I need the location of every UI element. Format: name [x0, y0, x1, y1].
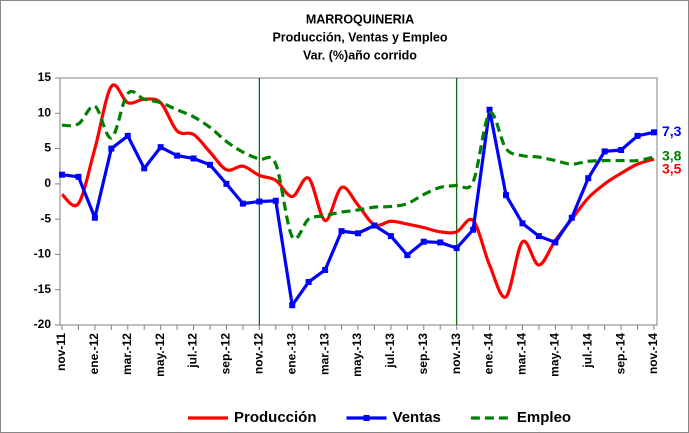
marker [305, 278, 312, 285]
marker [289, 302, 296, 309]
x-tick-label: nov.-13 [449, 333, 463, 374]
marker [519, 220, 526, 227]
x-tick-label: sep.-12 [219, 333, 233, 375]
marker [190, 155, 197, 162]
data-label: 7,3 [662, 123, 682, 139]
y-tick-label: 15 [38, 70, 52, 84]
x-tick-label: ene.-12 [87, 333, 101, 375]
marker [91, 214, 98, 221]
marker [108, 145, 115, 152]
marker [239, 200, 246, 207]
marker [651, 129, 657, 136]
x-tick-label: may.-12 [153, 333, 167, 377]
marker [272, 197, 279, 204]
y-tick-label: -5 [40, 211, 51, 225]
marker [404, 252, 411, 259]
marker [420, 238, 427, 245]
marker [174, 152, 181, 159]
x-tick-label: ene.-13 [284, 333, 298, 375]
chart-title: MARROQUINERIA [306, 12, 414, 26]
marker [256, 198, 263, 205]
y-tick-label: 5 [44, 141, 51, 155]
marker [59, 171, 65, 178]
x-tick-label: may.-13 [350, 333, 364, 377]
x-tick-label: mar.-13 [317, 333, 331, 375]
x-tick-label: nov.-14 [646, 333, 660, 374]
x-tick-label: ene.-14 [482, 333, 496, 375]
chart-subtitle: Var. (%)año corrido [303, 48, 417, 62]
marker [157, 144, 164, 151]
x-tick-label: mar.-12 [120, 333, 134, 375]
x-tick-label: jul.-13 [383, 333, 397, 369]
series-line [61, 89, 655, 241]
marker [470, 226, 477, 233]
marker [585, 175, 592, 182]
y-tick-label: -10 [34, 247, 52, 261]
marker [618, 146, 625, 153]
legend-label: Empleo [517, 409, 571, 426]
marker [371, 222, 378, 229]
marker [437, 239, 444, 246]
marker [387, 233, 394, 240]
marker [601, 148, 608, 155]
chart-subtitle: Producción, Ventas y Empleo [272, 30, 447, 44]
marker [503, 192, 509, 199]
x-tick-label: may.-14 [548, 333, 562, 377]
marker [634, 132, 641, 139]
marker [486, 106, 493, 113]
x-tick-label: mar.-14 [515, 333, 529, 375]
marker [223, 180, 230, 187]
y-tick-label: -15 [34, 282, 52, 296]
marker [322, 266, 329, 273]
y-tick-label: 10 [38, 105, 52, 119]
x-tick-label: jul.-14 [580, 333, 594, 369]
x-tick-label: nov.-12 [252, 333, 266, 374]
y-tick-label: -20 [34, 317, 52, 331]
marker [75, 173, 82, 180]
x-tick-label: nov-11 [54, 333, 68, 371]
x-tick-label: sep.-13 [416, 333, 430, 375]
marker [568, 214, 575, 221]
legend-label: Producción [234, 409, 317, 426]
y-tick-label: 0 [44, 176, 51, 190]
marker [141, 165, 148, 172]
marker [535, 233, 542, 240]
x-tick-label: sep.-14 [613, 333, 627, 375]
marker [355, 230, 361, 237]
marker [453, 245, 460, 252]
data-label: 3,8 [662, 148, 682, 164]
marker [124, 132, 131, 139]
data-label: 3,5 [662, 161, 682, 177]
marker [207, 161, 213, 168]
marker [338, 228, 345, 235]
legend-label: Ventas [393, 409, 441, 426]
x-tick-label: jul.-12 [186, 333, 200, 369]
legend-marker [363, 415, 370, 421]
marker [552, 239, 559, 246]
